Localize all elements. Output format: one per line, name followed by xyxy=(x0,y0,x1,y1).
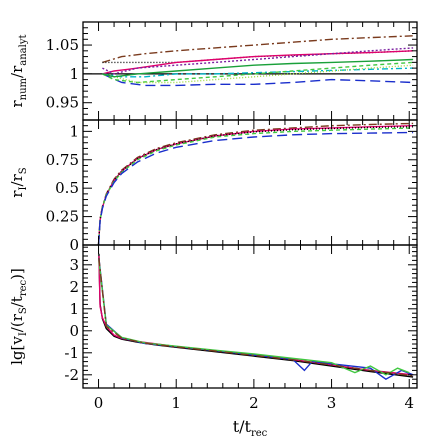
y-tick-label: 1 xyxy=(69,65,79,83)
x-tick-label: 2 xyxy=(249,394,259,412)
panel-frame xyxy=(82,21,418,121)
x-tick-label: 1 xyxy=(171,394,181,412)
series-group xyxy=(102,35,414,87)
y-label-text: r xyxy=(8,190,26,198)
series-line-bottom-0 xyxy=(98,253,414,378)
panel-top: 0.95 1 1.05 xyxy=(46,21,418,121)
series-line-top-5 xyxy=(102,67,414,78)
y-label-text: /r xyxy=(8,65,26,78)
y-tick-label: 0 xyxy=(69,322,79,340)
y-tick-label: 1 xyxy=(69,122,79,140)
y-label-subscript: rec xyxy=(18,279,29,296)
series-group xyxy=(98,253,414,381)
series-line-top-3 xyxy=(102,47,414,75)
x-axis-label: t/trec xyxy=(233,417,268,439)
series-line-middle-1 xyxy=(97,125,414,245)
y-label-subscript: S xyxy=(18,307,29,314)
x-tick-label: 0 xyxy=(94,394,104,412)
panel-bottom: -2 -1 0 1 2 3 xyxy=(64,244,418,389)
y-axis-label-bottom: lg[vI/(rS/trec)] xyxy=(8,268,29,365)
panel-middle: 0 0.25 0.5 0.75 1 xyxy=(46,119,418,254)
y-tick-label: 1.05 xyxy=(46,36,79,54)
y-tick-label: 1 xyxy=(69,300,79,318)
x-label-text: t/t xyxy=(233,417,252,436)
y-label-text: /t xyxy=(8,296,26,307)
series-line-bottom-2 xyxy=(98,258,414,381)
y-tick-label: 0.95 xyxy=(46,94,79,112)
series-line-bottom-3 xyxy=(98,260,410,376)
panel-frame xyxy=(82,119,418,246)
y-axis-label-top: rnum/ranalyt xyxy=(8,34,29,107)
series-line-middle-2 xyxy=(97,126,414,245)
x-tick-label: 3 xyxy=(327,394,337,412)
y-label-subscript: num xyxy=(18,77,29,100)
series-group xyxy=(97,122,414,245)
y-tick-label: 3 xyxy=(69,256,79,274)
y-label-text: /(r xyxy=(8,313,26,332)
series-line-top-4 xyxy=(102,73,414,87)
series-line-top-2 xyxy=(102,50,414,75)
x-label-subscript: rec xyxy=(251,428,268,439)
panel-frame xyxy=(82,244,418,389)
series-line-top-0 xyxy=(102,35,414,64)
x-tick-label: 4 xyxy=(404,394,414,412)
series-line-middle-4 xyxy=(97,131,414,245)
y-tick-label: -2 xyxy=(64,366,79,384)
y-label-subscript: I xyxy=(18,186,29,190)
series-line-top-6 xyxy=(102,61,414,84)
y-tick-label: -1 xyxy=(64,344,79,362)
y-tick-label: 0.75 xyxy=(46,151,79,169)
y-label-text: )] xyxy=(8,268,26,280)
y-label-text: /r xyxy=(8,173,26,186)
y-label-subscript: I xyxy=(18,332,29,336)
y-tick-label: 0 xyxy=(69,236,79,254)
y-axis-label-middle: rI/rS xyxy=(8,167,29,197)
series-line-top-8 xyxy=(102,58,414,78)
series-line-top-7 xyxy=(102,64,414,84)
series-line-middle-0 xyxy=(97,122,414,245)
y-label-text: r xyxy=(8,100,26,108)
chart-panels: 0.95 1 1.05 0 0.25 0.5 0.75 1 -2 -1 0 1 2 3 xyxy=(46,21,418,389)
y-label-subscript: S xyxy=(18,167,29,174)
y-label-text: lg[v xyxy=(8,336,26,365)
y-tick-label: 0.25 xyxy=(46,208,79,226)
series-line-bottom-4 xyxy=(98,258,414,377)
y-tick-label: 0.5 xyxy=(55,179,79,197)
series-line-middle-3 xyxy=(97,127,414,245)
y-tick-label: 2 xyxy=(69,278,79,296)
y-label-subscript: analyt xyxy=(18,34,29,65)
